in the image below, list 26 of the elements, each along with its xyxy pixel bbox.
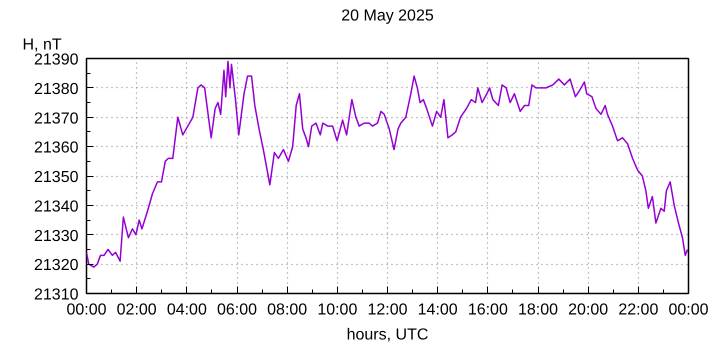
y-tick-label: 21390 [34,52,79,68]
line-series [86,60,688,268]
x-tick-label: 08:00 [267,302,308,318]
x-tick-label: 00:00 [668,302,709,318]
x-tick-label: 18:00 [518,302,558,318]
y-axis-title: H, nT [22,36,62,54]
x-tick-label: 20:00 [568,302,608,318]
y-tick-label: 21310 [34,286,79,304]
y-tick-label: 21370 [34,110,79,128]
x-tick-label: 04:00 [166,302,207,318]
x-tick-label: 22:00 [618,302,658,318]
x-tick-label: 10:00 [317,302,358,318]
y-tick-label: 21340 [34,198,79,216]
x-tick-label: 14:00 [418,302,458,318]
x-tick-label: 02:00 [116,302,157,318]
y-tick-label: 21360 [34,140,79,157]
y-tick-label: 21350 [34,169,79,186]
x-axis-title: hours, UTC [346,326,428,344]
chart-title: 20 May 2025 [341,8,434,24]
y-tick-label: 21380 [34,80,79,98]
x-tick-label: 12:00 [367,302,408,318]
y-tick-label: 21320 [34,257,79,274]
y-tick-label: 21330 [34,228,79,245]
x-tick-label: 06:00 [216,302,258,318]
x-tick-label: 16:00 [468,302,508,318]
x-tick-label: 00:00 [66,302,107,318]
